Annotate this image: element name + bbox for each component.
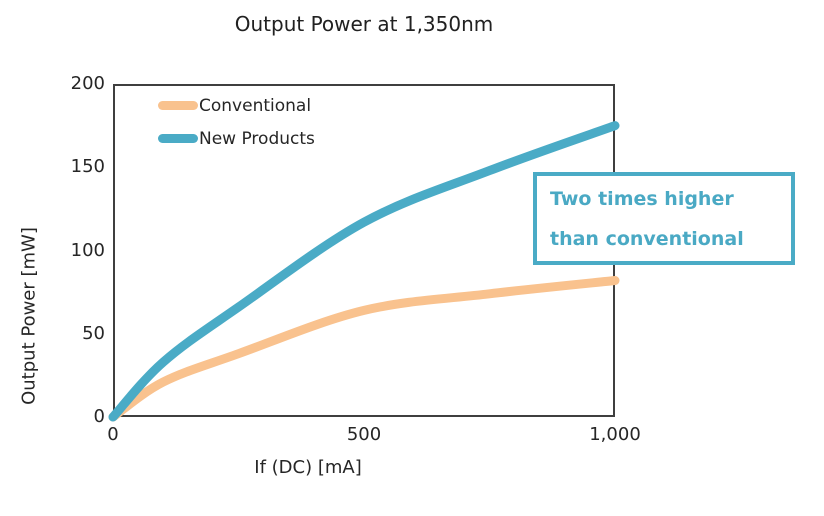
y-tick-label: 0 (93, 406, 105, 427)
legend: Conventional New Products (158, 89, 315, 155)
series-line-new-products (108, 121, 620, 422)
chart-title: Output Power at 1,350nm (234, 12, 494, 36)
legend-item: New Products (158, 122, 315, 155)
x-axis-label: If (DC) [mA] (254, 457, 362, 478)
x-tick-label: 1,000 (589, 424, 641, 445)
legend-swatch-conventional (158, 101, 198, 110)
legend-label: Conventional (199, 95, 312, 116)
annotation-line-1: Two times higher (550, 187, 734, 210)
series-line-conventional (108, 276, 620, 422)
legend-item: Conventional (158, 89, 315, 122)
y-tick-label: 50 (82, 322, 105, 344)
y-tick-label: 150 (70, 156, 105, 178)
annotation-line-2: than conventional (550, 227, 744, 250)
y-tick-label: 100 (70, 239, 105, 261)
legend-swatch-new-products (158, 134, 198, 143)
annotation-callout: Two times higher than conventional (533, 172, 795, 265)
legend-label: New Products (199, 128, 315, 149)
y-tick-label: 200 (70, 73, 105, 94)
x-tick-label: 500 (346, 424, 382, 445)
x-tick-label: 0 (107, 424, 119, 445)
